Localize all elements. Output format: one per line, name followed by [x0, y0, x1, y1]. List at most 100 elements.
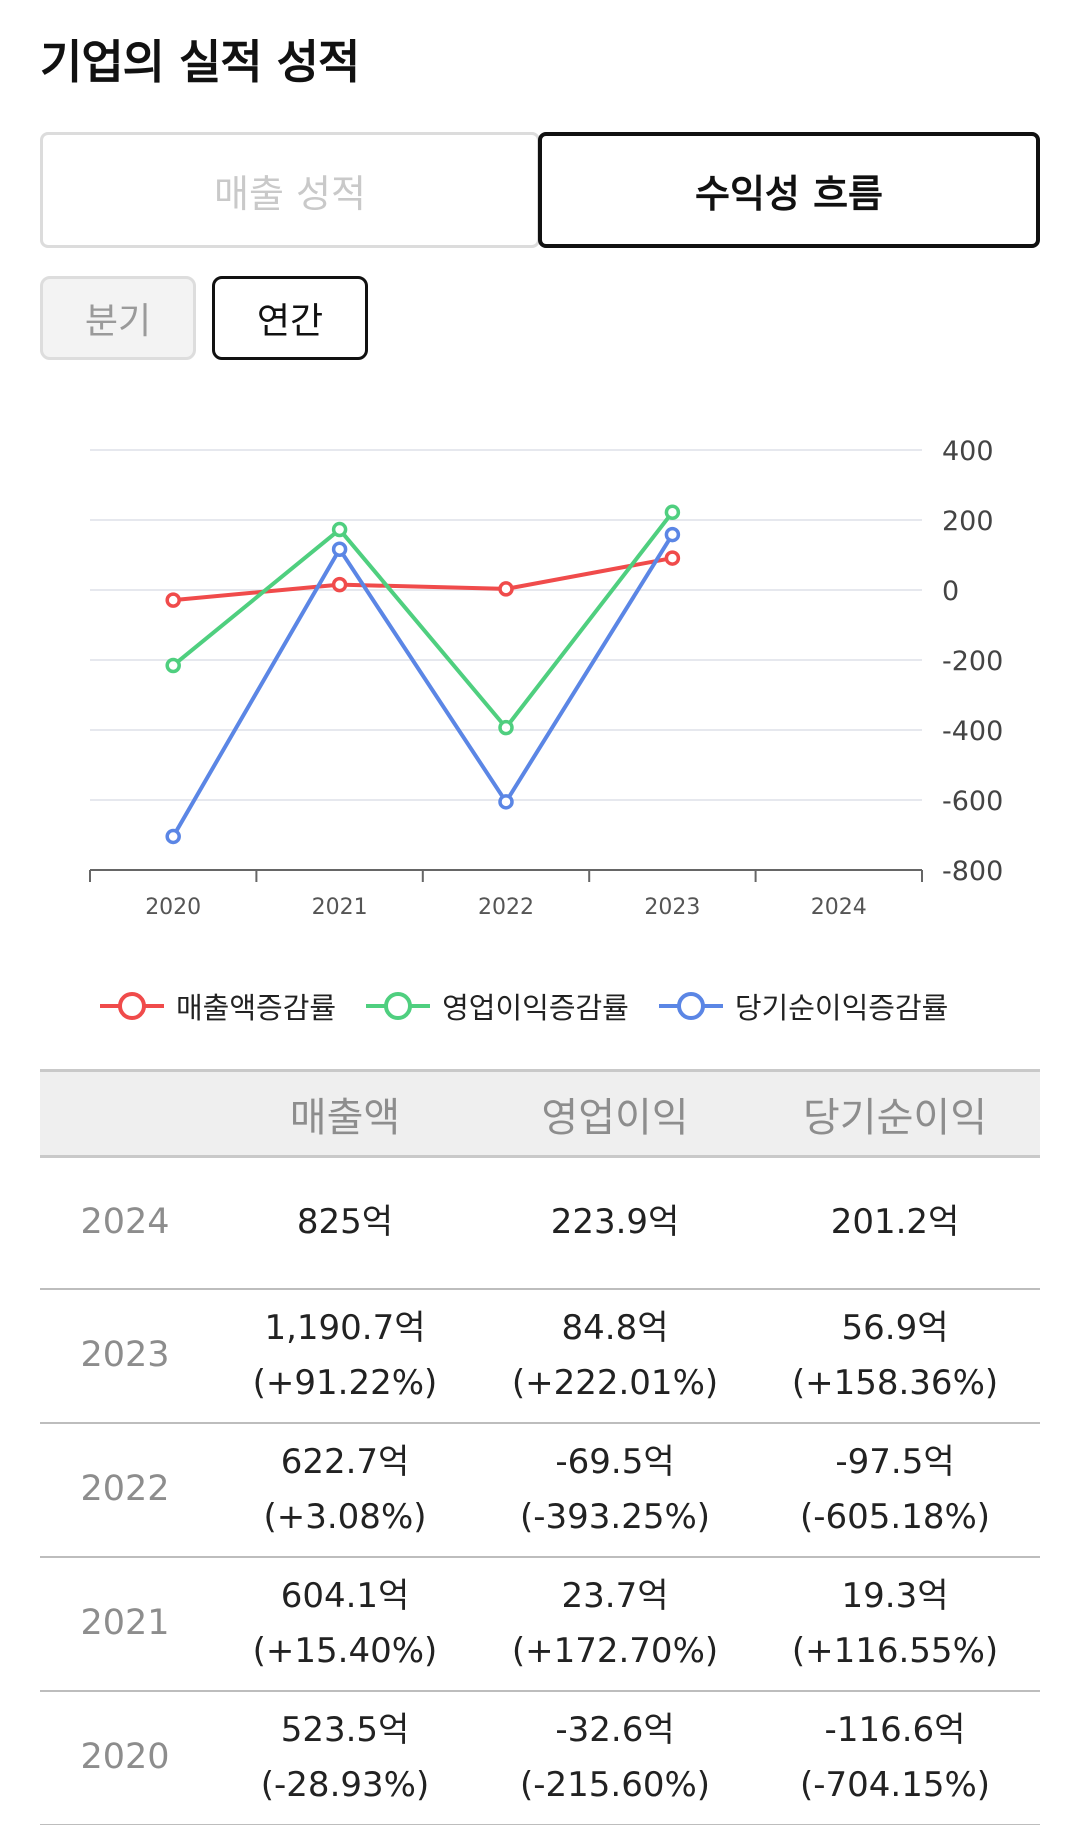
legend-item[interactable]: 당기순이익증감률: [657, 985, 948, 1027]
cell-value: 19.3억: [841, 1575, 949, 1616]
legend-label: 매출액증감률: [176, 991, 337, 1025]
header-operating-profit: 영업이익: [541, 1094, 689, 1141]
table-row: 2024 825억 223.9억 201.2억: [40, 1156, 1040, 1290]
data-point: [331, 521, 348, 538]
table-cell: 84.8억 (+222.01%): [480, 1288, 750, 1424]
page-title: 기업의 실적 성적: [40, 35, 360, 89]
table-cell: -69.5억 (-393.25%): [480, 1422, 750, 1558]
legend-line-marker-icon: [366, 992, 431, 1020]
table-cell: 23.7억 (+172.70%): [480, 1556, 750, 1692]
table-cell: 1,190.7억 (+91.22%): [210, 1288, 480, 1424]
growth-rate-line-chart: 2020 2021 2022 2023 2024 400 200 0 -200 -400 -600…: [89, 436, 1003, 920]
financial-table: 매출액 영업이익 당기순이익 2024 825억 223.9억 201.2억 2023 1…: [40, 1069, 1040, 1825]
row-year: 2021: [40, 1556, 210, 1692]
legend-line-marker-icon: [658, 992, 723, 1020]
cell-value: 201.2억: [830, 1202, 960, 1243]
x-tick-label: 2023: [644, 895, 700, 920]
series-line: [173, 556, 673, 603]
data-point: [498, 794, 514, 810]
legend-item[interactable]: 영업이익증감률: [364, 985, 629, 1027]
legend-label: 당기순이익증감률: [734, 991, 949, 1025]
y-tick-label: 400: [942, 436, 994, 467]
cell-change-rate: (-704.15%): [799, 1764, 991, 1805]
table-cell: 56.9억 (+158.36%): [750, 1288, 1040, 1424]
header-net-profit: 당기순이익: [803, 1094, 987, 1141]
y-tick-label: -200: [942, 646, 1003, 677]
cell-value: -116.6억: [824, 1709, 966, 1750]
table-cell: -97.5억 (-605.18%): [750, 1422, 1040, 1558]
table-row: 2020 523.5억 (-28.93%) -32.6억 (-215.60%) -116.…: [40, 1690, 1040, 1825]
legend-marker: [384, 992, 413, 1020]
cell-value: 622.7억: [280, 1441, 410, 1482]
table-cell: 223.9억: [480, 1156, 750, 1290]
data-point: [331, 541, 348, 557]
table-cell: 825억: [210, 1156, 480, 1290]
x-tick-label: 2020: [145, 895, 201, 920]
chart-legend: 매출액증감률 영업이익증감률 당기순이익증감률: [98, 985, 976, 1027]
table-cell: 201.2억: [750, 1156, 1040, 1290]
period-tabs: 분기 연간: [40, 276, 368, 360]
legend-marker: [118, 992, 146, 1020]
header-revenue: 매출액: [289, 1094, 401, 1141]
cell-value: 1,190.7억: [264, 1307, 426, 1348]
chart-grid: [90, 449, 922, 801]
cell-value: 825억: [296, 1202, 394, 1243]
data-point: [498, 719, 514, 736]
data-point: [664, 526, 681, 543]
table-cell: 19.3억 (+116.55%): [750, 1556, 1040, 1692]
series-line: [171, 511, 674, 730]
cell-change-rate: (+91.22%): [252, 1362, 438, 1403]
cell-value: 523.5억: [280, 1709, 410, 1750]
row-year: 2020: [40, 1690, 210, 1825]
y-axis: 400 200 0 -200 -400 -600 -800: [942, 436, 1003, 887]
y-tick-label: -400: [942, 716, 1003, 747]
table-body: 2024 825억 223.9억 201.2억 2023 1,190.7억 (+91.22%…: [40, 1156, 1040, 1825]
y-tick-label: 0: [942, 576, 959, 607]
cell-change-rate: (+15.40%): [252, 1630, 438, 1671]
cell-change-rate: (-605.18%): [799, 1496, 991, 1537]
table-row: 2021 604.1억 (+15.40%) 23.7억 (+172.70%) 19.3억 (…: [40, 1556, 1040, 1692]
data-point: [165, 828, 181, 845]
row-year: 2022: [40, 1422, 210, 1558]
tab-quarterly[interactable]: 분기: [40, 276, 196, 360]
row-year: 2023: [40, 1288, 210, 1424]
cell-change-rate: (-393.25%): [519, 1496, 711, 1537]
cell-value: 223.9억: [550, 1202, 680, 1243]
data-point: [165, 657, 181, 674]
y-tick-label: -600: [942, 786, 1003, 817]
tab-profitability[interactable]: 수익성 흐름: [538, 132, 1040, 248]
data-point: [664, 550, 681, 566]
cell-value: -69.5억: [555, 1441, 675, 1482]
table-row: 2023 1,190.7억 (+91.22%) 84.8억 (+222.01%) 56.9…: [40, 1288, 1040, 1424]
cell-value: -97.5억: [835, 1441, 955, 1482]
legend-item[interactable]: 매출액증감률: [98, 985, 336, 1027]
header-year: [40, 1071, 210, 1157]
table-header-row: 매출액 영업이익 당기순이익: [40, 1070, 1040, 1157]
cell-change-rate: (+172.70%): [511, 1630, 719, 1671]
cell-change-rate: (+222.01%): [511, 1362, 719, 1403]
table-cell: 523.5억 (-28.93%): [210, 1690, 480, 1825]
cell-change-rate: (+3.08%): [263, 1496, 427, 1537]
tab-annual[interactable]: 연간: [212, 276, 368, 360]
cell-change-rate: (+158.36%): [791, 1362, 999, 1403]
cell-change-rate: (+116.55%): [791, 1630, 999, 1671]
table-cell: -116.6억 (-704.15%): [750, 1690, 1040, 1825]
tab-sales[interactable]: 매출 성적: [40, 132, 540, 248]
x-tick-label: 2024: [811, 895, 867, 920]
data-point: [165, 592, 181, 608]
y-tick-label: 200: [942, 506, 994, 537]
main-tabs: 매출 성적 수익성 흐름: [40, 132, 1040, 248]
row-year: 2024: [40, 1156, 210, 1290]
legend-label: 영업이익증감률: [442, 991, 629, 1025]
table-cell: 622.7억 (+3.08%): [210, 1422, 480, 1558]
cell-change-rate: (-28.93%): [260, 1764, 430, 1805]
table-cell: 604.1억 (+15.40%): [210, 1556, 480, 1692]
legend-line-marker-icon: [100, 992, 164, 1020]
y-tick-label: -800: [942, 856, 1003, 887]
chart-series: [165, 504, 681, 845]
cell-value: 84.8억: [561, 1307, 669, 1348]
cell-value: 604.1억: [280, 1575, 410, 1616]
x-axis: 2020 2021 2022 2023 2024: [89, 869, 923, 920]
cell-value: 56.9억: [841, 1307, 949, 1348]
cell-change-rate: (-215.60%): [519, 1764, 711, 1805]
